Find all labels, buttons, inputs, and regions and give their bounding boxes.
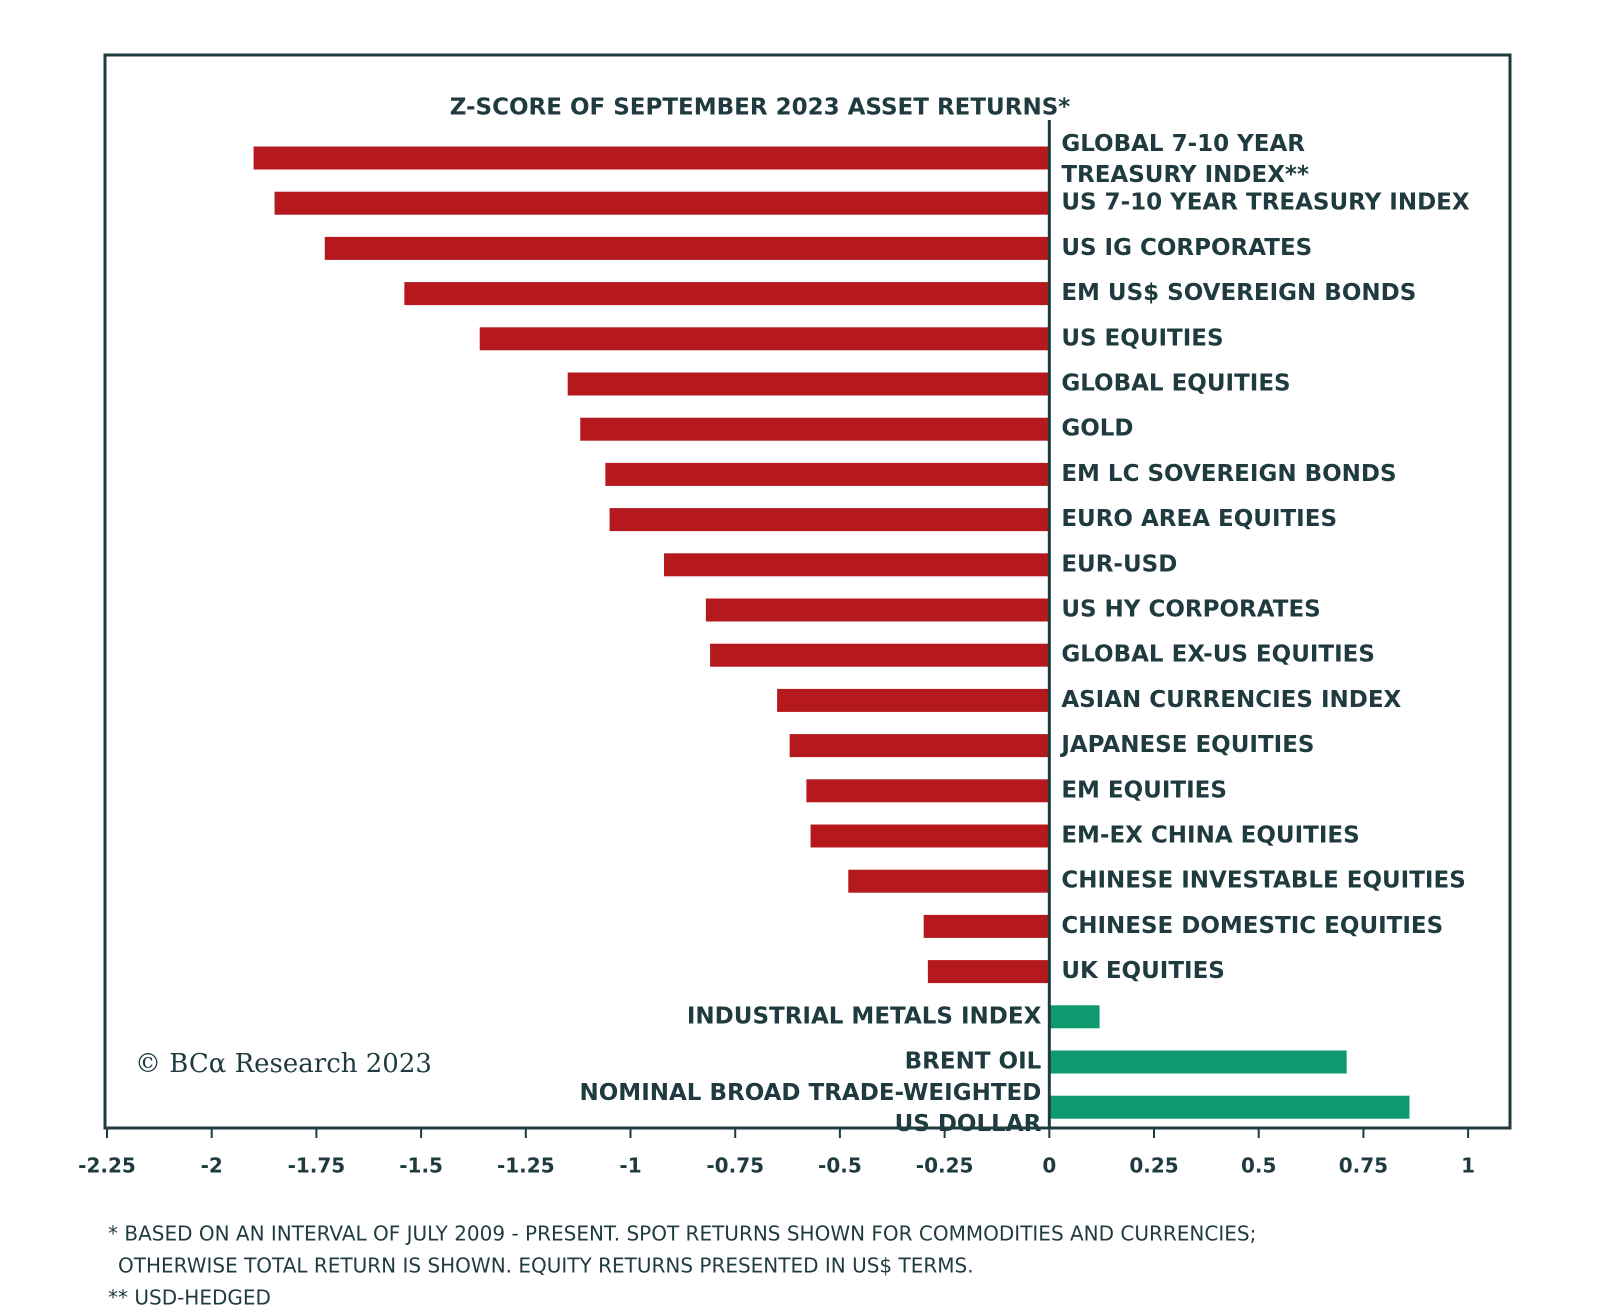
x-tick-label: -1.5	[399, 1154, 443, 1178]
bar	[705, 598, 1050, 622]
bar-label: EM US$ SOVEREIGN BONDS	[1061, 280, 1416, 306]
x-tick-label: -1.25	[497, 1154, 555, 1178]
bar-label: NOMINAL BROAD TRADE-WEIGHTED US DOLLAR	[580, 1080, 1042, 1137]
bar	[253, 146, 1050, 170]
footnote: ** USD-HEDGED	[108, 1286, 271, 1310]
bar-label: BRENT OIL	[905, 1049, 1042, 1075]
bar-label: UK EQUITIES	[1061, 958, 1225, 984]
x-tick-label: 0	[1042, 1154, 1056, 1178]
x-tick-label: -1	[619, 1154, 641, 1178]
plot-frame	[103, 53, 1512, 1130]
footnote: * BASED ON AN INTERVAL OF JULY 2009 - PR…	[108, 1222, 1256, 1246]
x-tick-label: -1.75	[288, 1154, 346, 1178]
bar-label: GLOBAL EQUITIES	[1061, 371, 1290, 397]
x-tick-label: 0.5	[1241, 1154, 1276, 1178]
bar	[806, 779, 1050, 803]
bar	[324, 236, 1050, 260]
bar-label: US 7-10 YEAR TREASURY INDEX	[1061, 190, 1470, 216]
x-tick-label: -0.5	[818, 1154, 862, 1178]
x-tick-label: 1	[1461, 1154, 1475, 1178]
bar	[274, 191, 1050, 215]
bar-label: US IG CORPORATES	[1061, 235, 1312, 261]
x-tick-label: 0.75	[1339, 1154, 1388, 1178]
bar	[479, 327, 1050, 351]
bar-label: CHINESE INVESTABLE EQUITIES	[1061, 868, 1465, 894]
bar	[580, 417, 1050, 441]
bar	[609, 508, 1050, 532]
x-tick-label: -0.25	[916, 1154, 974, 1178]
bar-label: JAPANESE EQUITIES	[1059, 732, 1314, 758]
bar-label: EM-EX CHINA EQUITIES	[1061, 823, 1359, 849]
bar	[1049, 1005, 1100, 1029]
bar-label: GOLD	[1061, 416, 1133, 442]
x-tick-label: 0.25	[1129, 1154, 1178, 1178]
bar	[810, 824, 1050, 848]
bar	[404, 282, 1050, 306]
bar-label: EM EQUITIES	[1061, 777, 1227, 803]
bar	[789, 734, 1050, 758]
x-tick-label: -2	[201, 1154, 223, 1178]
bar-label: US EQUITIES	[1061, 325, 1223, 351]
bar	[664, 553, 1050, 577]
bar	[777, 688, 1050, 712]
bar	[923, 914, 1050, 938]
bar-label: GLOBAL EX-US EQUITIES	[1061, 642, 1375, 668]
bar-label: EM LC SOVEREIGN BONDS	[1061, 461, 1396, 487]
bar	[605, 462, 1050, 486]
bar-label: US HY CORPORATES	[1061, 597, 1320, 623]
chart-title: Z-SCORE OF SEPTEMBER 2023 ASSET RETURNS*	[450, 95, 1071, 121]
footnote: OTHERWISE TOTAL RETURN IS SHOWN. EQUITY …	[118, 1254, 974, 1278]
bar-label: CHINESE DOMESTIC EQUITIES	[1061, 913, 1443, 939]
bar	[927, 960, 1050, 984]
bar	[710, 643, 1050, 667]
x-tick-label: -0.75	[706, 1154, 764, 1178]
bar	[1049, 1095, 1410, 1119]
bar-label: ASIAN CURRENCIES INDEX	[1061, 687, 1401, 713]
bar-label: GLOBAL 7-10 YEAR TREASURY INDEX**	[1061, 131, 1309, 188]
bar-label: INDUSTRIAL METALS INDEX	[687, 1003, 1042, 1029]
bar	[1049, 1050, 1347, 1074]
source: © BCα Research 2023	[135, 1049, 432, 1079]
bar	[567, 372, 1050, 396]
bar-label: EURO AREA EQUITIES	[1061, 506, 1337, 532]
bar-label: EUR-USD	[1061, 551, 1177, 577]
x-tick-label: -2.25	[78, 1154, 136, 1178]
bar	[848, 869, 1050, 893]
